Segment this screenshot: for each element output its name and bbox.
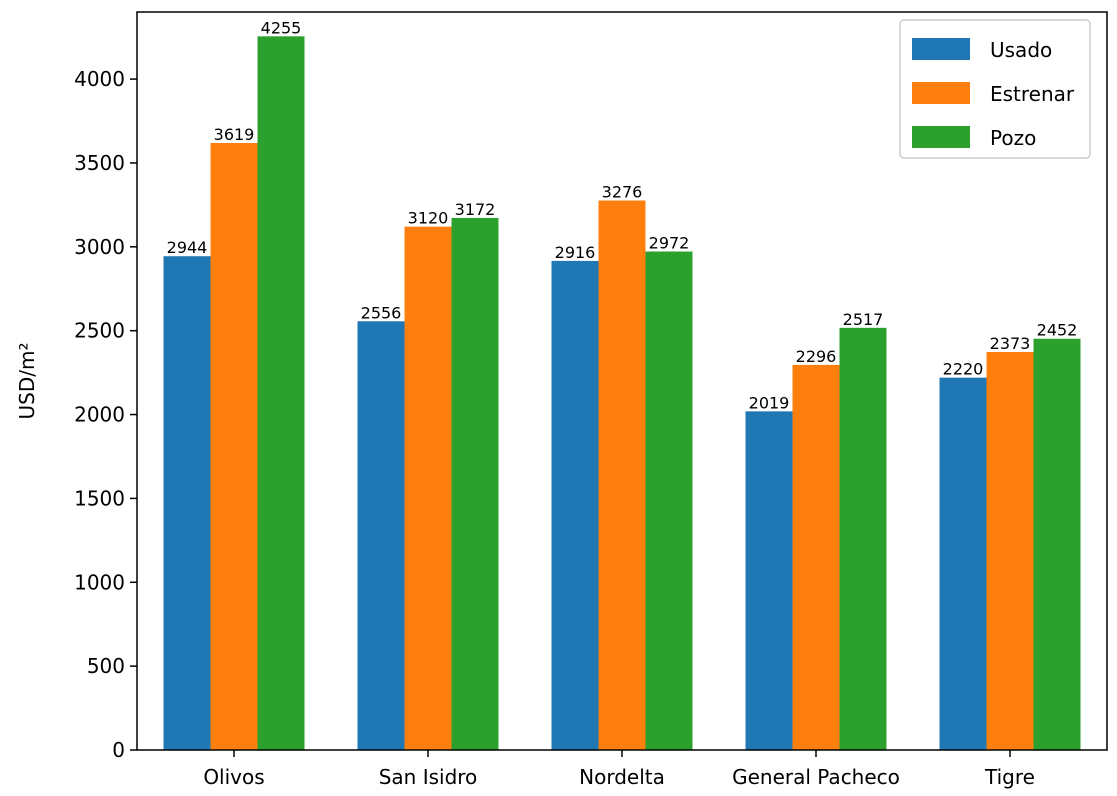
bar-estrenar-tigre xyxy=(986,351,1034,750)
bar-pozo-tigre xyxy=(1033,338,1081,750)
bar-pozo-nordelta xyxy=(645,251,693,751)
bar-pozo-olivos xyxy=(257,36,305,751)
bar-value-label: 3172 xyxy=(455,200,496,219)
y-tick-label: 3000 xyxy=(74,235,125,259)
bar-value-label: 2296 xyxy=(796,347,837,366)
bar-usado-olivos xyxy=(163,256,211,750)
bar-usado-san-isidro xyxy=(357,321,405,750)
bar-value-label: 2556 xyxy=(361,303,402,322)
x-tick-label: San Isidro xyxy=(379,765,478,789)
bar-usado-tigre xyxy=(939,377,987,750)
y-tick-label: 4000 xyxy=(74,67,125,91)
legend-swatch-usado xyxy=(912,38,970,60)
x-tick-label: Tigre xyxy=(984,765,1035,789)
bar-value-label: 2220 xyxy=(943,360,984,379)
y-tick-label: 2500 xyxy=(74,319,125,343)
bars-layer xyxy=(163,36,1081,751)
bar-estrenar-san-isidro xyxy=(404,226,452,750)
legend: Usado Estrenar Pozo xyxy=(899,19,1091,159)
bar-usado-nordelta xyxy=(551,260,599,750)
bar-value-label: 2916 xyxy=(555,243,596,262)
y-tick-label: 500 xyxy=(87,654,125,678)
bar-value-label: 2517 xyxy=(843,310,884,329)
bar-labels-layer: 2944 3619 4255 2556 3120 3172 2916 3276 2972 2019… xyxy=(167,18,1078,412)
bar-pozo-general-pacheco xyxy=(839,327,887,750)
bar-estrenar-olivos xyxy=(210,142,258,750)
bar-value-label: 2019 xyxy=(749,393,790,412)
y-tick-label: 2000 xyxy=(74,403,125,427)
legend-label-pozo: Pozo xyxy=(990,126,1036,150)
legend-label-usado: Usado xyxy=(990,38,1052,62)
bar-value-label: 2373 xyxy=(990,334,1031,353)
legend-swatch-estrenar xyxy=(912,82,970,104)
bar-value-label: 4255 xyxy=(261,18,302,37)
bar-value-label: 2972 xyxy=(649,234,690,253)
bar-pozo-san-isidro xyxy=(451,217,499,750)
legend-label-estrenar: Estrenar xyxy=(990,82,1075,106)
axes-layer: 0 500 1000 1500 2000 2500 3000 3500 4000 Olivos Sa… xyxy=(15,11,1108,789)
y-tick-label: 3500 xyxy=(74,151,125,175)
y-tick-label: 0 xyxy=(112,738,125,762)
legend-swatch-pozo xyxy=(912,126,970,148)
x-tick-label: Olivos xyxy=(203,765,264,789)
bar-usado-general-pacheco xyxy=(745,411,793,750)
x-tick-label: General Pacheco xyxy=(732,765,900,789)
bar-estrenar-general-pacheco xyxy=(792,364,840,750)
bar-value-label: 3619 xyxy=(214,125,255,144)
y-tick-label: 1500 xyxy=(74,486,125,510)
bar-value-label: 3276 xyxy=(602,183,643,202)
y-axis-label: USD/m² xyxy=(15,343,39,420)
bar-value-label: 2452 xyxy=(1037,321,1078,340)
bar-estrenar-nordelta xyxy=(598,200,646,750)
bar-value-label: 2944 xyxy=(167,238,208,257)
bar-value-label: 3120 xyxy=(408,209,449,228)
y-tick-label: 1000 xyxy=(74,570,125,594)
x-tick-label: Nordelta xyxy=(579,765,665,789)
